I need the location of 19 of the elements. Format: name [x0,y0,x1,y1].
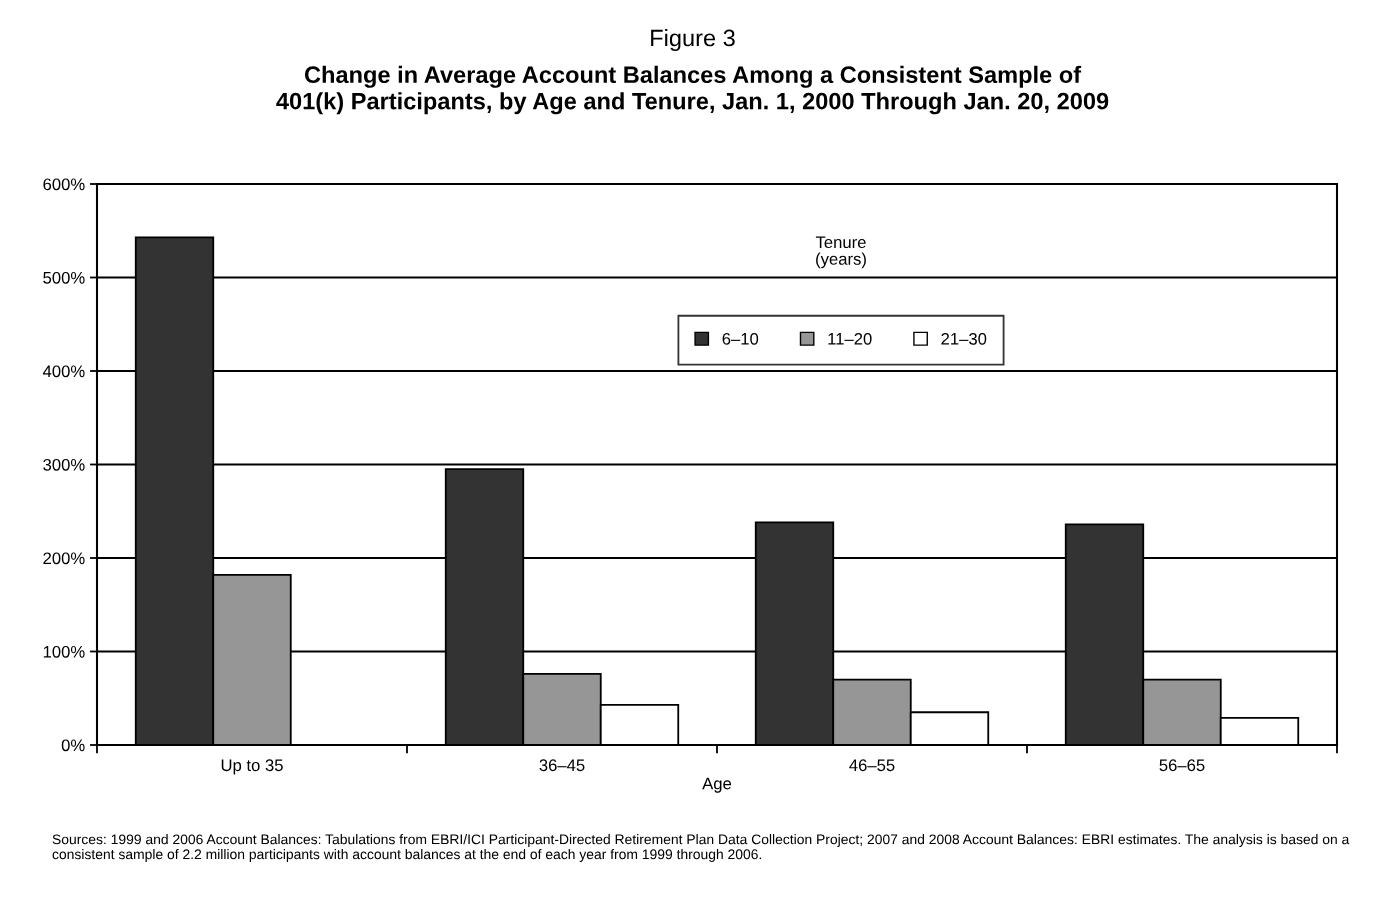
legend-label: 11–20 [828,332,872,345]
legend-label: 21–30 [941,332,987,345]
y-tick-label: 300% [43,458,85,471]
legend-label: 6–10 [722,332,759,345]
y-tick-label: 100% [43,645,85,658]
x-axis-title: Age [702,777,732,793]
y-tick-label: 600% [43,178,85,191]
y-tick-label: 200% [43,552,85,565]
y-tick-label: 0% [61,739,85,752]
x-tick-label: 46–55 [849,759,895,772]
y-tick-label: 400% [42,365,85,378]
chart-subtitle: Change in Average Account Balances Among a Consistent Sample of 401(k) Participants, by Age and Tenure, Jan. 1, 2000 Through Jan. 20, 2009 [276,65,1109,115]
legend-title: Tenure (years) [815,236,866,269]
source-note: Sources: 1999 and 2006 Account Balances: Tabulations from EBRI/ICI Participant-Directed Retirement Plan Data Collection Project; 2007 and 2008 Account Balances: EBRI estimates. The analysis is based on a consistent sample of 2.2 million participants with account balances at the end of each year from 1999 through 2006. [52,834,1350,862]
x-tick-label: 36–45 [539,759,585,772]
x-tick-label: Up to 35 [221,759,283,775]
x-tick-label: 56–65 [1159,759,1205,772]
chart-title: Figure 3 [651,29,735,51]
y-tick-label: 500% [43,271,85,284]
